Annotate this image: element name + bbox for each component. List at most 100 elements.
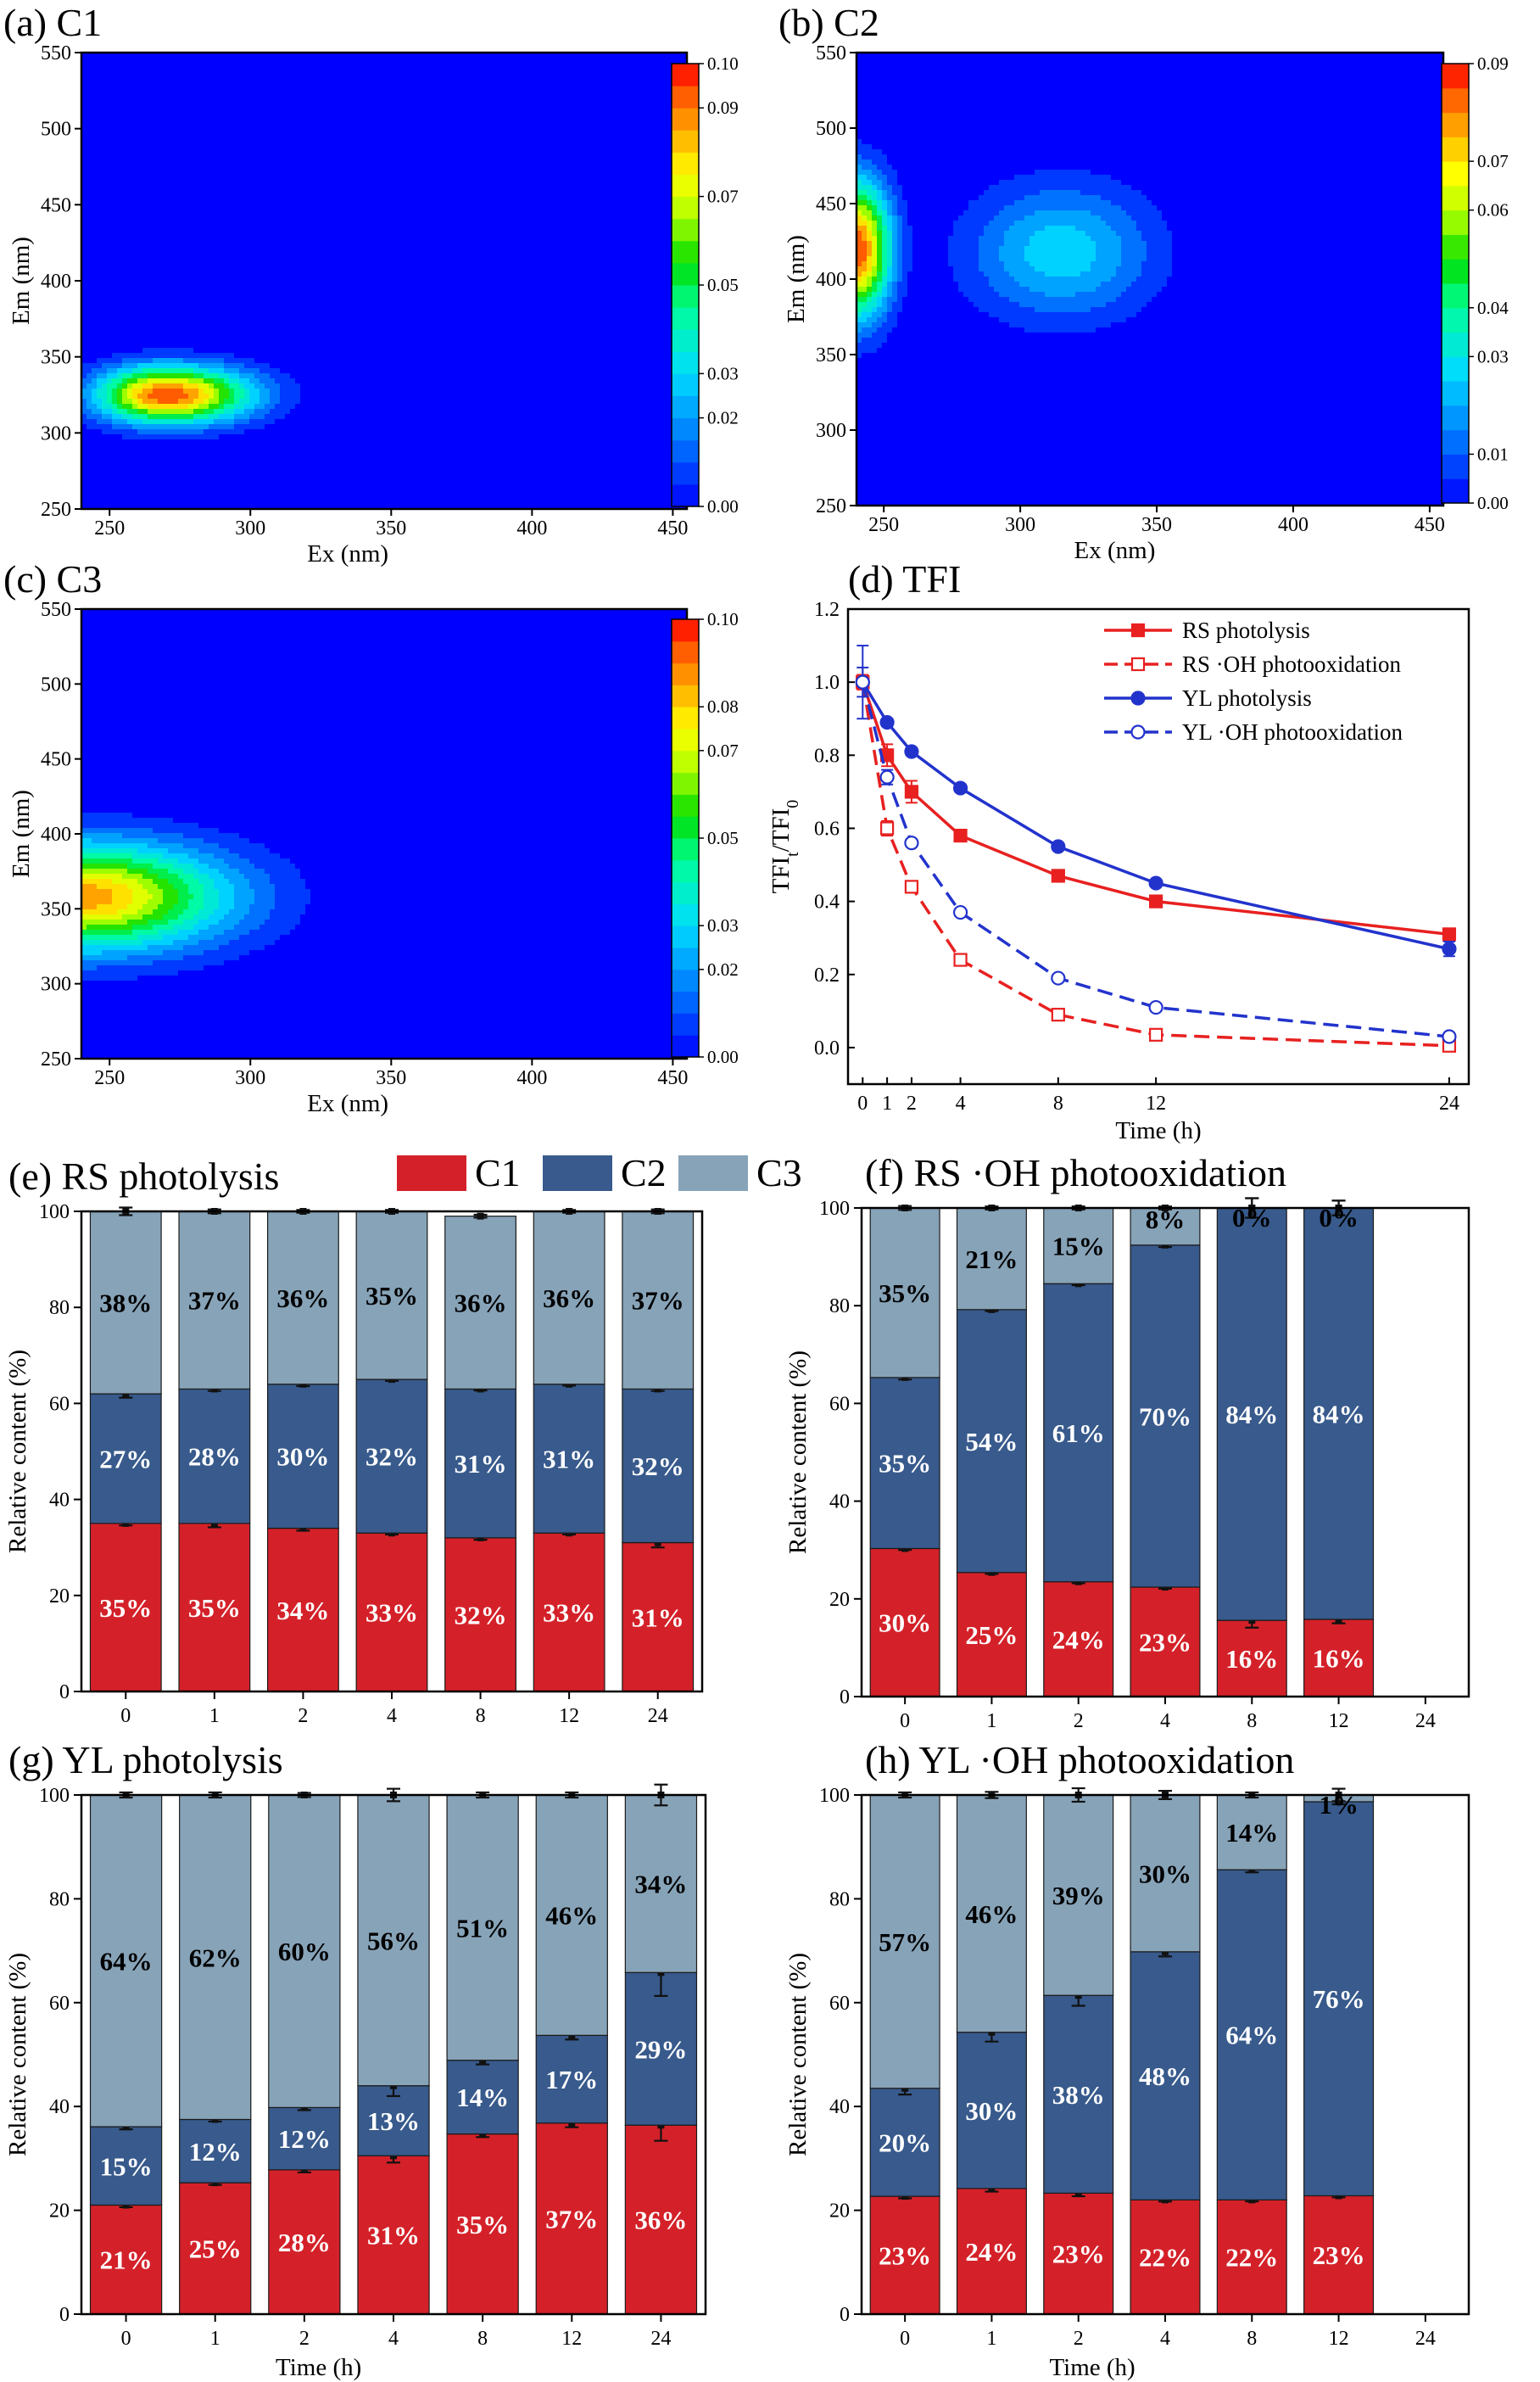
bar-value-label: 22% (1139, 2243, 1191, 2273)
bar-segment-c2 (624, 1971, 698, 2126)
y-axis-label: Relative content (%) (4, 1350, 31, 1553)
y-tick-label: 0 (840, 2304, 850, 2326)
panel-title: (c) C3 (3, 557, 102, 601)
panel-title: (f) RS ·OH photooxidation (865, 1151, 1286, 1194)
y-tick-label: 0.4 (814, 892, 840, 914)
colorbar-tick-label: 0.05 (707, 828, 739, 848)
bar-segment-c3 (89, 1794, 163, 2128)
bar-value-label: 31% (367, 2221, 420, 2251)
colorbar-segment (1442, 405, 1469, 431)
bar-segment-c1 (89, 1523, 162, 1692)
data-point (879, 714, 895, 730)
bar-segment-c3 (357, 1794, 430, 2087)
y-tick-label: 550 (41, 42, 71, 64)
colorbar-segment (1442, 307, 1469, 333)
y-tick-label: 500 (816, 118, 846, 140)
bar-value-label: 35% (99, 1593, 152, 1623)
colorbar-segment (672, 329, 699, 352)
bar-panel-g: (g) YL photolysis 21% 15% 64% 0 25% 12% 62% 1 28%… (4, 1738, 707, 2381)
bar-value-label: 8% (1146, 1205, 1186, 1234)
bar-value-label: 38% (1052, 2080, 1105, 2110)
bar-value-label: 76% (1313, 1984, 1365, 2014)
x-tick-label: 8 (477, 2328, 488, 2350)
bar-value-label: 36% (634, 2206, 687, 2235)
bar-segment-c1 (956, 2188, 1027, 2315)
colorbar-segment (672, 948, 699, 970)
y-tick-label: 60 (829, 1393, 850, 1415)
y-axis-label: Relative content (%) (784, 1953, 812, 2156)
panel-title: (e) RS photolysis (8, 1155, 279, 1198)
x-tick-label: 0 (120, 1705, 131, 1727)
colorbar-segment (672, 285, 699, 308)
colorbar-segment (672, 240, 699, 264)
colorbar-tick-label: 0.01 (1477, 444, 1509, 464)
bar-value-label: 38% (99, 1289, 152, 1318)
bar-value-label: 28% (278, 2228, 331, 2257)
x-tick-label: 400 (516, 517, 547, 540)
bar-value-label: 46% (965, 1899, 1018, 1929)
eem-panel-a: 250 300 350 400 450 250 300 350 400 450 500 550(a) … (3, 1, 739, 568)
x-tick-label: 300 (1005, 514, 1035, 536)
colorbar-segment (672, 881, 699, 904)
bar-segment-c1 (1043, 2192, 1114, 2315)
bar-segment-c1 (533, 1532, 605, 1692)
colorbar-segment (672, 108, 699, 131)
bar-value-label: 36% (276, 1283, 329, 1313)
colorbar-tick-label: 0.07 (707, 741, 739, 761)
bar-segment-c2 (869, 1377, 940, 1550)
colorbar-segment (672, 262, 699, 286)
colorbar-segment (1442, 137, 1469, 162)
y-tick-label: 250 (816, 495, 846, 517)
bar-value-label: 34% (276, 1596, 329, 1625)
bar-value-label: 84% (1313, 1399, 1365, 1429)
bar-value-label: 23% (1052, 2239, 1105, 2269)
x-axis-label: Time (h) (1049, 2354, 1135, 2381)
x-tick-label: 1 (882, 1093, 892, 1115)
data-point (952, 780, 968, 796)
bar-segment-c1 (869, 2195, 940, 2315)
eem-panel-c: 250 300 350 400 450 250 300 350 400 450 500 550(c) … (3, 557, 739, 1117)
bar-value-label: 12% (189, 2137, 242, 2167)
bar-value-label: 31% (543, 1444, 595, 1473)
bar-value-label: 21% (965, 1244, 1018, 1274)
bar-value-label: 35% (879, 1278, 931, 1308)
colorbar-segment (672, 969, 699, 992)
x-tick-label: 2 (299, 2328, 310, 2350)
bar-value-label: 35% (879, 1449, 931, 1479)
data-point (904, 836, 919, 851)
bar-segment-c3 (268, 1794, 341, 2109)
y-tick-label: 0.8 (814, 745, 840, 767)
x-tick-label: 300 (235, 1067, 265, 1089)
colorbar-segment (672, 152, 699, 175)
y-tick-label: 80 (829, 1295, 850, 1317)
colorbar-tick-label: 0.02 (707, 959, 739, 980)
plot-frame (860, 1206, 1470, 1698)
y-tick-label: 20 (49, 2200, 70, 2223)
bar-value-label: 36% (543, 1283, 595, 1313)
x-tick-label: 2 (907, 1093, 917, 1115)
bar-value-label: 15% (1052, 1232, 1105, 1261)
colorbar-tick-label: 0.08 (707, 696, 739, 717)
y-tick-label: 350 (41, 898, 71, 920)
colorbar-segment (672, 86, 699, 109)
error-marker (477, 1212, 484, 1220)
bar-value-label: 37% (188, 1286, 241, 1316)
colorbar-segment (1442, 234, 1469, 260)
bar-value-label: 12% (278, 2124, 331, 2154)
x-tick-label: 4 (956, 1093, 966, 1115)
eem-contours (856, 129, 1193, 369)
y-tick-label: 0 (59, 2304, 70, 2326)
data-point (1149, 894, 1163, 909)
colorbar-tick-label: 0.03 (1477, 346, 1509, 366)
colorbar-segment (672, 351, 699, 374)
legend-label: RS photolysis (1182, 618, 1310, 643)
colorbar-segment (672, 64, 699, 87)
bar-segment-c2 (622, 1388, 695, 1544)
colorbar-segment (1442, 478, 1469, 504)
colorbar-segment (672, 991, 699, 1014)
bar-segment-c2 (956, 2032, 1027, 2189)
bar-value-label: 48% (1139, 2061, 1191, 2091)
colorbar-segment (1442, 454, 1469, 479)
y-tick-label: 60 (829, 1993, 850, 2015)
colorbar-segment (672, 685, 699, 707)
